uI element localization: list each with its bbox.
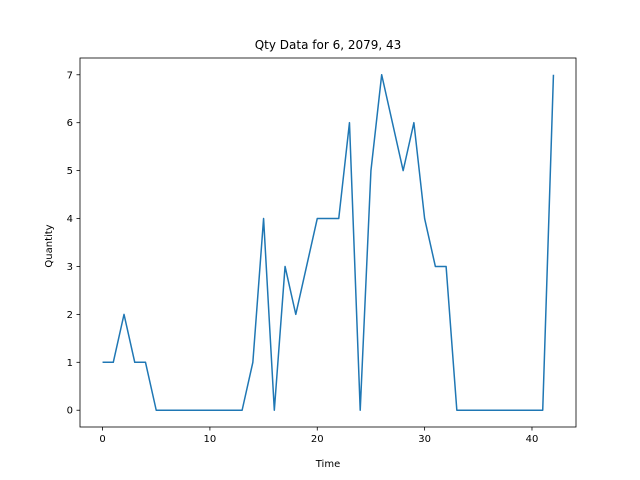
y-tick-label: 7 — [67, 70, 73, 81]
y-tick-label: 2 — [67, 310, 73, 321]
axes-frame — [79, 57, 577, 428]
x-axis-label: Time — [315, 459, 340, 470]
y-axis-label: Quantity — [44, 224, 55, 267]
x-tick-label: 40 — [526, 434, 539, 445]
y-tick-label: 6 — [67, 118, 73, 129]
y-tick-label: 3 — [67, 262, 73, 273]
y-tick-label: 0 — [67, 406, 73, 417]
y-tick-label: 4 — [67, 214, 73, 225]
x-tick-label: 20 — [311, 434, 324, 445]
chart-title: Qty Data for 6, 2079, 43 — [255, 38, 402, 52]
series-line-0 — [102, 74, 555, 411]
y-tick-label: 1 — [67, 358, 73, 369]
x-tick-label: 0 — [99, 434, 105, 445]
x-tick-label: 30 — [418, 434, 431, 445]
x-tick-label: 10 — [204, 434, 217, 445]
y-tick-label: 5 — [67, 166, 73, 177]
